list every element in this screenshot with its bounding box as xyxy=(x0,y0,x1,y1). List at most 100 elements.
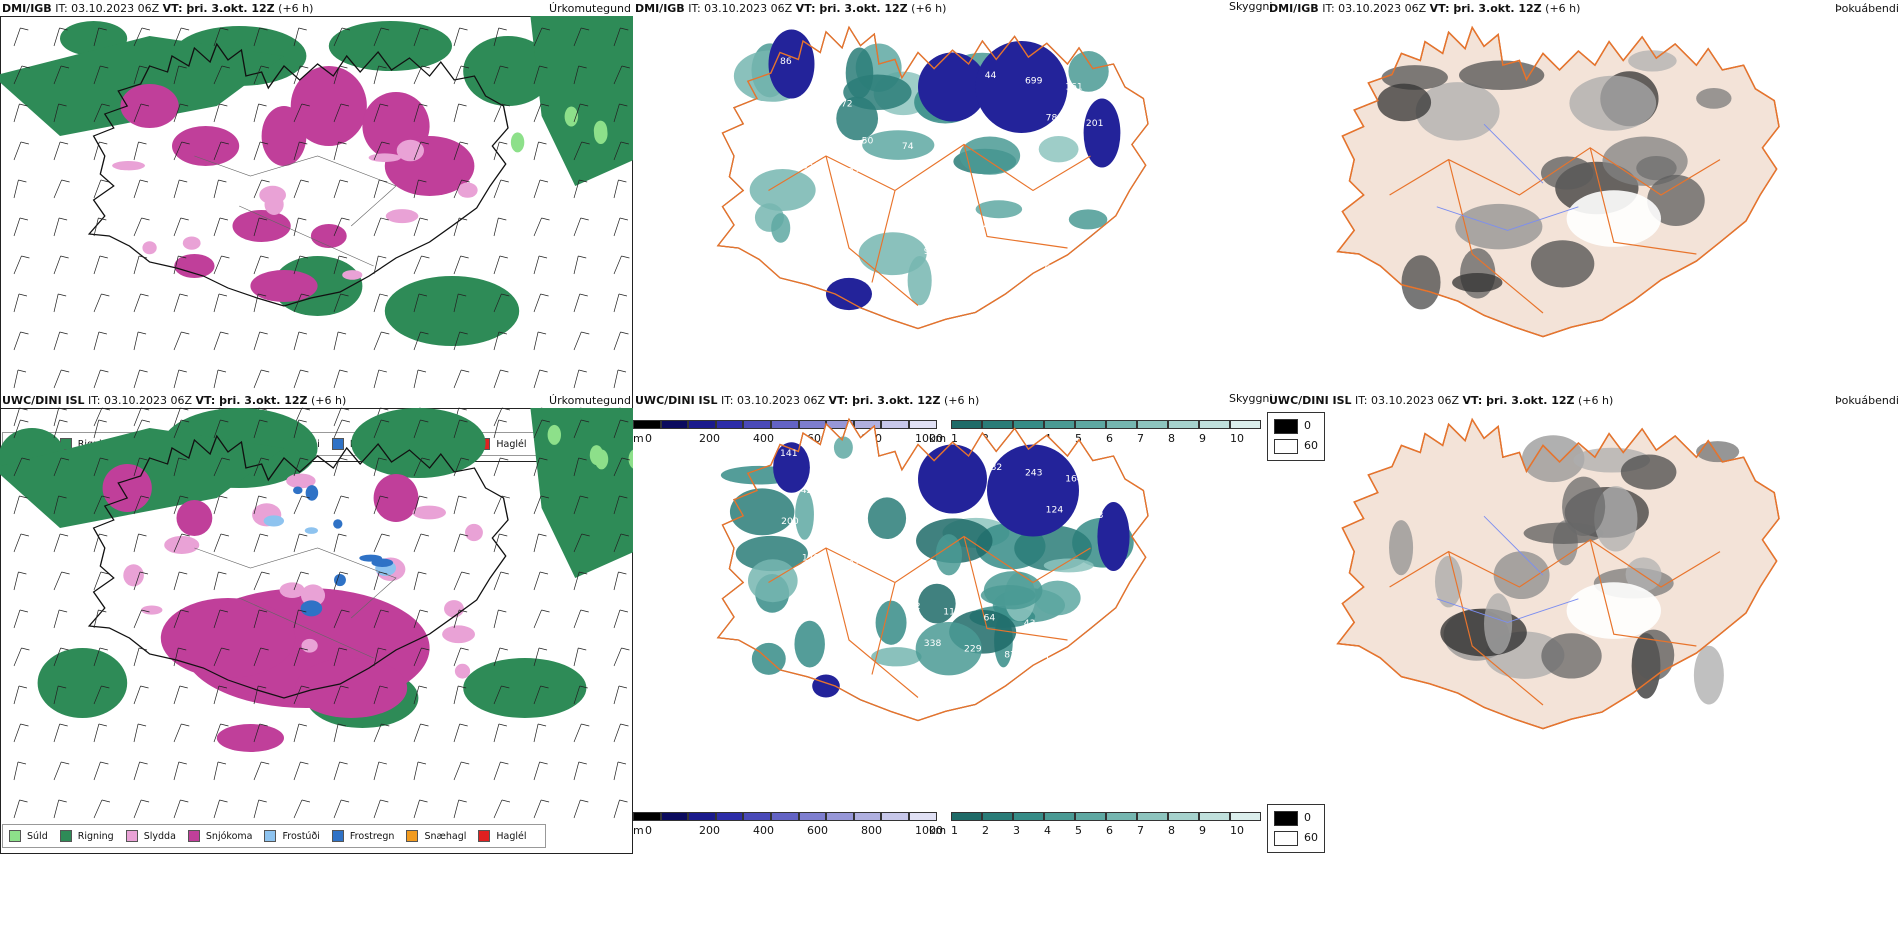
colorbar-tick: 6 xyxy=(1106,432,1113,445)
colorbar-segment xyxy=(951,812,982,821)
legend-swatch xyxy=(406,830,419,842)
init-time: IT: 03.10.2023 06Z xyxy=(688,2,793,15)
colorbar-segment xyxy=(633,812,661,821)
visibility-label: 114 xyxy=(903,209,921,220)
model-name: DMI/IGB xyxy=(2,2,52,15)
visibility-label: 39 xyxy=(1105,87,1117,98)
visibility-label: 90 xyxy=(924,246,936,257)
colorbar-segment xyxy=(771,420,799,429)
legend-label: Snjókoma xyxy=(205,830,253,842)
legend-item: Slydda xyxy=(125,830,176,842)
colorbar-segment xyxy=(660,812,689,821)
legend-label: Frostúði xyxy=(282,830,320,842)
colorbar-segment xyxy=(1199,420,1230,429)
model-name: DMI/IGB xyxy=(635,2,685,15)
fog-legend-black xyxy=(1274,419,1298,434)
colorbar-segment xyxy=(1199,812,1230,821)
colorbar-tick: 9 xyxy=(1199,824,1206,837)
visibility-label: 31 xyxy=(841,491,853,502)
colorbar-tick: 400 xyxy=(753,824,774,837)
colorbar-segment xyxy=(1013,420,1044,429)
colorbar-segment xyxy=(715,420,744,429)
fog-legend: 0 60 xyxy=(1267,412,1325,461)
parameter-name: Þokuábendi xyxy=(1835,2,1899,15)
init-time: IT: 03.10.2023 06Z xyxy=(55,2,160,15)
colorbar-segment xyxy=(982,812,1013,821)
visibility-label: 161 xyxy=(1065,81,1083,92)
visibility-label: 243 xyxy=(1025,468,1043,479)
visibility-label: 250 xyxy=(964,252,982,263)
valid-time: VT: þri. 3.okt. 12Z xyxy=(828,394,941,407)
colorbar-segment xyxy=(909,420,937,429)
visibility-label: 182 xyxy=(985,462,1003,473)
visibility-label: 52 xyxy=(902,533,914,544)
colorbar-tick: 10 xyxy=(1230,824,1244,837)
visibility-label: 101 xyxy=(1004,257,1022,268)
colorbar-tick: 7 xyxy=(1137,432,1144,445)
visibility-label: 229 xyxy=(964,644,982,655)
precipitation-type-map xyxy=(0,16,633,427)
visibility-label: 42 xyxy=(801,485,813,496)
visibility-label: 207 xyxy=(842,558,860,569)
colorbar-segment xyxy=(826,812,854,821)
colorbar-segment xyxy=(743,420,771,429)
colorbar-tick: 800 xyxy=(861,824,882,837)
visibility-label: 45 xyxy=(923,570,935,581)
visibility-label: 233 xyxy=(1086,510,1104,521)
legend-label: Snæhagl xyxy=(424,830,467,842)
forecast-offset: (+6 h) xyxy=(1545,2,1581,15)
visibility-label: 72 xyxy=(841,99,853,110)
colorbar-tick: 1000 xyxy=(915,432,943,445)
fog-legend: 0 60 xyxy=(1267,804,1325,853)
colorbar-tick: 200 xyxy=(699,432,720,445)
visibility-label: 338 xyxy=(924,638,942,649)
colorbar-tick: 9 xyxy=(1199,432,1206,445)
colorbar-segment xyxy=(633,420,661,429)
legend-item: Haglél xyxy=(478,830,527,842)
legend-swatch xyxy=(9,830,21,842)
visibility-map: 141 31 52 49 43 46 42 41 45 64 102 118 196 182 115 874 1… xyxy=(716,417,1149,722)
visibility-label: 46 xyxy=(1085,661,1097,672)
colorbar-unit: km xyxy=(929,432,947,445)
colorbar-segment xyxy=(853,420,882,429)
visibility-label: 196 xyxy=(821,522,839,533)
visibility-label: 124 xyxy=(1046,504,1064,515)
init-time: IT: 03.10.2023 06Z xyxy=(1322,2,1427,15)
visibility-label: 354 xyxy=(802,161,820,172)
legend-swatch xyxy=(331,438,344,450)
legend-label: Slydda xyxy=(143,830,176,842)
init-time: IT: 03.10.2023 06Z xyxy=(88,394,193,407)
panel-parameter-title: Skyggni xyxy=(1229,392,1272,405)
visibility-label: 46 xyxy=(984,220,996,231)
model-name: UWC/DINI ISL xyxy=(1269,394,1352,407)
valid-time: VT: þri. 3.okt. 12Z xyxy=(195,394,308,407)
legend-label: Haglél xyxy=(496,438,527,450)
legend-swatch xyxy=(125,830,138,842)
colorbar-segment xyxy=(1106,420,1137,429)
colorbar-segment xyxy=(1137,812,1168,821)
colorbar-segment xyxy=(1230,420,1261,429)
model-name: UWC/DINI ISL xyxy=(635,394,718,407)
visibility-label: 72 xyxy=(1085,269,1097,280)
legend-item: Snjókoma xyxy=(187,830,253,842)
parameter-name: Úrkomutegund xyxy=(549,394,631,407)
visibility-label: 43 xyxy=(1024,618,1036,629)
visibility-label: 699 xyxy=(1025,76,1043,87)
fog-legend-top-label: 0 xyxy=(1304,811,1311,824)
colorbar-tick: 1 xyxy=(951,824,958,837)
fog-legend-bottom-label: 60 xyxy=(1304,439,1318,452)
visibility-label: 874 xyxy=(1004,649,1022,660)
fog-index-map xyxy=(1336,25,1780,338)
visibility-map: 86 72 74 73 80 72 24 50 46 46 64 39 50 64 130 101 161 206… xyxy=(716,25,1149,330)
colorbar-segment xyxy=(798,812,827,821)
colorbar-tick: 200 xyxy=(699,824,720,837)
parameter-name: Þokuábendi xyxy=(1835,394,1899,407)
colorbar-segment xyxy=(909,812,937,821)
colorbar-tick: 1 xyxy=(951,432,958,445)
valid-time: VT: þri. 3.okt. 12Z xyxy=(162,2,275,15)
legend-item: Snæhagl xyxy=(406,830,466,842)
colorbar-tick: 3 xyxy=(1013,824,1020,837)
valid-time: VT: þri. 3.okt. 12Z xyxy=(1429,2,1542,15)
fog-index-map xyxy=(1336,417,1780,730)
